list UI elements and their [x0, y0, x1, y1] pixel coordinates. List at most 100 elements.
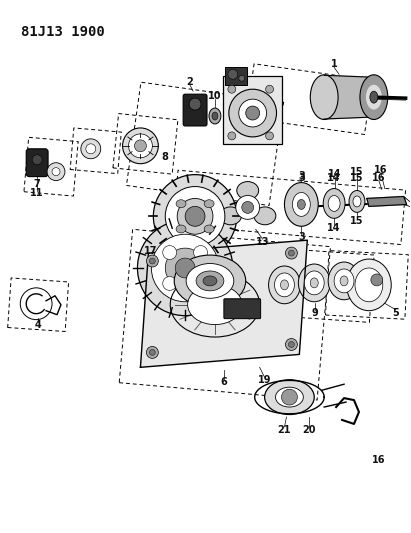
Ellipse shape	[176, 225, 186, 233]
Ellipse shape	[268, 266, 300, 304]
Ellipse shape	[360, 75, 388, 119]
Ellipse shape	[292, 192, 310, 216]
Circle shape	[194, 277, 208, 290]
Text: 11: 11	[30, 189, 44, 198]
Text: 14: 14	[328, 223, 341, 233]
Circle shape	[165, 187, 225, 246]
Text: 7: 7	[34, 179, 41, 189]
Text: 3: 3	[298, 173, 305, 183]
Text: 16: 16	[374, 165, 388, 175]
Circle shape	[371, 274, 383, 286]
Circle shape	[32, 155, 42, 165]
Text: 15: 15	[350, 167, 364, 176]
Text: 3: 3	[298, 171, 305, 181]
Circle shape	[229, 89, 277, 137]
Circle shape	[151, 234, 219, 302]
Text: 5: 5	[393, 308, 399, 318]
FancyBboxPatch shape	[224, 299, 261, 319]
Circle shape	[246, 106, 260, 120]
Ellipse shape	[209, 108, 221, 124]
Ellipse shape	[212, 112, 218, 120]
Text: 16: 16	[372, 173, 386, 183]
Text: 21: 21	[278, 425, 291, 435]
Circle shape	[228, 132, 236, 140]
Ellipse shape	[176, 200, 186, 208]
Circle shape	[228, 69, 238, 79]
Circle shape	[239, 75, 245, 81]
Ellipse shape	[310, 278, 318, 288]
Circle shape	[236, 196, 260, 219]
Ellipse shape	[298, 264, 330, 302]
Circle shape	[286, 338, 298, 350]
Text: 2: 2	[187, 77, 194, 87]
Circle shape	[163, 277, 177, 290]
Ellipse shape	[284, 183, 318, 227]
Circle shape	[165, 248, 205, 288]
Circle shape	[194, 246, 208, 260]
Ellipse shape	[366, 85, 382, 110]
Text: 9: 9	[312, 308, 319, 318]
Circle shape	[266, 132, 274, 140]
Bar	[225, 67, 247, 85]
Text: 13: 13	[256, 237, 269, 247]
Ellipse shape	[186, 263, 234, 298]
Circle shape	[81, 139, 101, 159]
Text: 18: 18	[157, 260, 170, 270]
Polygon shape	[324, 75, 374, 119]
Circle shape	[289, 250, 294, 256]
Circle shape	[242, 201, 254, 213]
Ellipse shape	[204, 200, 214, 208]
Text: 1: 1	[331, 59, 337, 69]
Text: 20: 20	[302, 425, 316, 435]
Ellipse shape	[304, 271, 324, 295]
Ellipse shape	[323, 189, 345, 219]
Circle shape	[239, 99, 267, 127]
Ellipse shape	[196, 271, 224, 291]
Text: 19: 19	[258, 375, 271, 385]
Text: 15: 15	[350, 216, 364, 227]
Ellipse shape	[340, 276, 348, 286]
Ellipse shape	[254, 207, 276, 225]
Text: 8: 8	[162, 152, 169, 161]
Text: 6: 6	[220, 377, 227, 387]
Circle shape	[149, 258, 155, 264]
Circle shape	[122, 128, 158, 164]
Ellipse shape	[298, 199, 305, 209]
Polygon shape	[367, 197, 406, 206]
Ellipse shape	[328, 196, 340, 212]
Circle shape	[175, 258, 195, 278]
FancyBboxPatch shape	[26, 149, 48, 176]
Text: 81J13 1900: 81J13 1900	[21, 25, 105, 39]
Text: 4: 4	[35, 320, 42, 329]
Ellipse shape	[174, 255, 246, 306]
Ellipse shape	[275, 387, 303, 407]
Ellipse shape	[310, 75, 338, 119]
Text: 3: 3	[298, 232, 305, 242]
Ellipse shape	[275, 273, 294, 297]
Circle shape	[163, 246, 177, 260]
Ellipse shape	[265, 379, 314, 415]
Circle shape	[289, 342, 294, 348]
Ellipse shape	[334, 269, 354, 293]
Ellipse shape	[188, 285, 242, 325]
Ellipse shape	[204, 225, 214, 233]
Circle shape	[189, 98, 201, 110]
Circle shape	[134, 140, 146, 152]
Text: 14: 14	[328, 173, 341, 183]
Ellipse shape	[353, 196, 361, 207]
Circle shape	[153, 175, 237, 258]
Ellipse shape	[203, 276, 217, 286]
Ellipse shape	[370, 91, 378, 103]
Ellipse shape	[328, 262, 360, 300]
Circle shape	[266, 85, 274, 93]
Ellipse shape	[346, 259, 391, 311]
Ellipse shape	[280, 280, 289, 290]
Ellipse shape	[219, 207, 241, 225]
Circle shape	[52, 168, 60, 175]
Text: 10: 10	[208, 91, 222, 101]
Circle shape	[47, 163, 65, 181]
Circle shape	[185, 206, 205, 227]
Polygon shape	[141, 240, 307, 367]
Text: 15: 15	[350, 173, 364, 183]
Circle shape	[146, 346, 158, 358]
